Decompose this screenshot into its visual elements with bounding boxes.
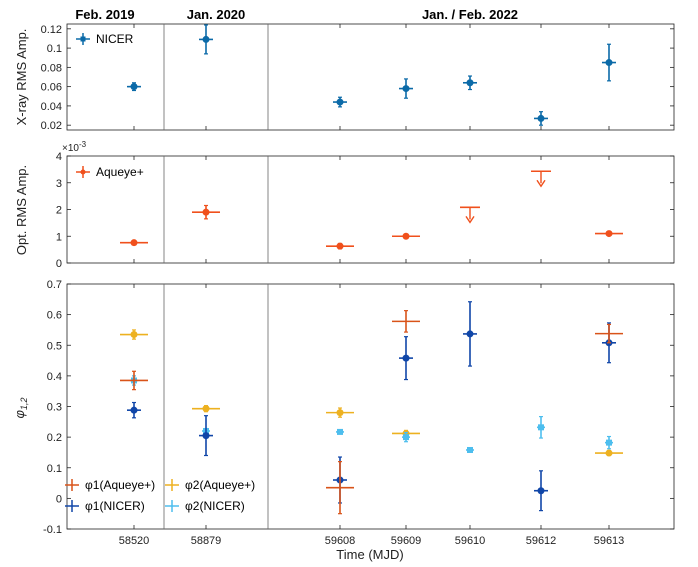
upper-limit-arrow — [465, 215, 475, 224]
data-point — [336, 409, 344, 417]
y-tick-label: 0.1 — [47, 463, 62, 475]
data-point — [130, 331, 138, 339]
data-point — [467, 446, 473, 453]
y-tick-label: 0.3 — [47, 402, 62, 414]
data-point — [605, 230, 613, 238]
data-point — [538, 424, 544, 431]
x-tick-label: 59612 — [526, 535, 557, 547]
data-point — [202, 432, 210, 440]
data-point — [537, 487, 545, 495]
optical-panel-frame — [66, 155, 675, 264]
y-tick-label: 0 — [56, 493, 62, 505]
y-tick-label: 0.6 — [47, 310, 62, 322]
phase-panel-frame — [66, 283, 675, 530]
data-point — [337, 428, 343, 435]
data-point — [605, 59, 613, 67]
period-label-2020: Jan. 2020 — [187, 7, 246, 22]
y-tick-label: 1 — [56, 231, 62, 243]
y-tick-label: 0.4 — [47, 371, 62, 383]
legend-phi1-nicer-label: φ1(NICER) — [85, 499, 145, 513]
period-label-2019: Feb. 2019 — [75, 7, 134, 22]
legend-aqueye-label: Aqueye+ — [96, 165, 144, 179]
data-point — [537, 114, 545, 122]
y-tick-label: 3 — [56, 178, 62, 190]
x-tick-label: 58879 — [191, 535, 222, 547]
data-point — [202, 35, 210, 43]
data-point — [466, 79, 474, 87]
x-tick-label: 59608 — [325, 535, 356, 547]
x-tick-label: 58520 — [119, 535, 150, 547]
legend-phi1-aqueye-label: φ1(Aqueye+) — [85, 478, 155, 492]
data-point — [402, 232, 410, 240]
y-tick-label: 0.12 — [41, 24, 62, 36]
y-tick-label: 0.7 — [47, 279, 62, 291]
y-tick-label: -0.1 — [43, 524, 62, 536]
x-tick-label: 59610 — [455, 535, 486, 547]
x-tick-label: 59613 — [594, 535, 625, 547]
y-tick-label: 0.2 — [47, 432, 62, 444]
data-point — [202, 405, 210, 413]
y-tick-label: 0.5 — [47, 340, 62, 352]
y-tick-label: 0.06 — [41, 82, 62, 94]
y-tick-label: 0.02 — [41, 120, 62, 132]
legend-phi2-aqueye-label: φ2(Aqueye+) — [185, 478, 255, 492]
y-tick-label: 0.08 — [41, 62, 62, 74]
y-tick-label: 0.04 — [41, 101, 62, 113]
legend-aqueye-marker — [80, 169, 86, 175]
y-tick-label: 0.1 — [47, 43, 62, 55]
data-point — [605, 449, 613, 457]
data-point — [202, 208, 210, 216]
legend-phi2-nicer-label: φ2(NICER) — [185, 499, 245, 513]
data-point — [402, 354, 410, 362]
period-label-2022: Jan. / Feb. 2022 — [422, 7, 518, 22]
data-point — [402, 85, 410, 93]
phase-legend: φ1(Aqueye+) φ1(NICER) φ2(Aqueye+) φ2(NIC… — [65, 478, 255, 513]
legend-nicer-marker — [80, 36, 86, 42]
xray-panel-frame — [66, 23, 675, 131]
legend-nicer-label: NICER — [96, 32, 134, 46]
upper-limit-arrow — [536, 179, 546, 188]
chart-marks: 0.02 0.04 0.06 0.08 0.1 0.12 0 1 2 3 4 -0.1 0 0.1 0.2 0… — [41, 24, 674, 547]
data-point — [336, 98, 344, 106]
data-point — [130, 83, 138, 91]
x-axis-label: Time (MJD) — [336, 547, 403, 562]
data-point — [336, 242, 344, 250]
xray-legend: NICER — [76, 32, 134, 46]
y-tick-label: 4 — [56, 151, 62, 163]
x-tick-label: 59609 — [391, 535, 422, 547]
optical-legend: Aqueye+ — [76, 165, 144, 179]
y-tick-label: 0 — [56, 258, 62, 270]
optical-yscale-multiplier: ×10-3 — [62, 140, 87, 154]
data-point — [130, 406, 138, 414]
y-tick-label: 2 — [56, 205, 62, 217]
xray-ylabel: X-ray RMS Amp. — [14, 29, 29, 126]
data-point — [606, 439, 612, 446]
phase-ylabel: φ1,2 — [12, 398, 29, 419]
data-point — [130, 239, 138, 247]
optical-ylabel: Opt. RMS Amp. — [14, 165, 29, 255]
data-point — [466, 330, 474, 338]
data-point — [403, 434, 409, 441]
